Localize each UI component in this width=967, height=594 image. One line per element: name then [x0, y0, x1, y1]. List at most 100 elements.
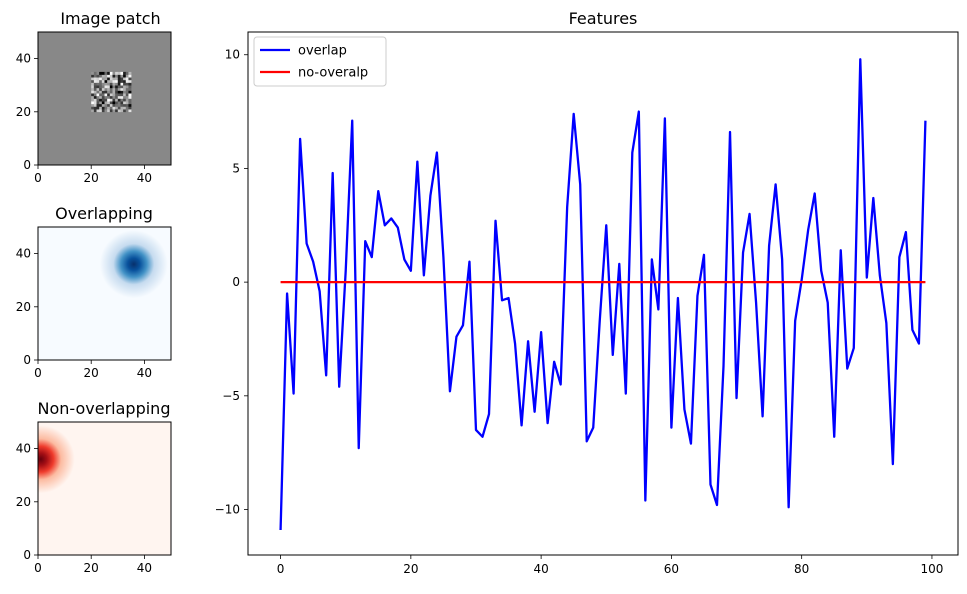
- noise-pixel: [104, 98, 108, 102]
- features-xtick-label: 40: [533, 562, 548, 576]
- features-xtick-label: 100: [920, 562, 943, 576]
- features-axes: 0 20 40 60 80 100 −10 −5 0 5 10: [215, 48, 944, 576]
- noise-pixel: [101, 85, 105, 89]
- noise-pixel: [99, 95, 103, 99]
- noise-pixel: [112, 109, 116, 113]
- noise-pixel: [104, 90, 108, 94]
- noise-pixel: [115, 106, 119, 110]
- noise-pixel: [115, 87, 119, 91]
- noise-pixel: [99, 82, 103, 86]
- noise-pixel: [125, 90, 129, 94]
- noise-pixel: [109, 87, 113, 91]
- features-title: Features: [569, 9, 638, 28]
- noise-pixel: [93, 85, 97, 89]
- noise-pixel: [120, 101, 124, 105]
- noise-pixel: [99, 74, 103, 78]
- non-overlapping-blob: [38, 425, 75, 494]
- noise-pixel: [104, 93, 108, 97]
- noise-pixel: [104, 106, 108, 110]
- noise-pixel: [99, 98, 103, 102]
- image-patch-ytick-label: 40: [16, 52, 31, 66]
- noise-pixel: [112, 77, 116, 81]
- image-patch-xtick-label: 20: [84, 171, 99, 185]
- overlapping-frame: [37, 226, 172, 361]
- noise-pixel: [115, 77, 119, 81]
- noise-pixel: [117, 77, 121, 81]
- noise-pixel: [91, 90, 95, 94]
- noise-pixel: [93, 74, 97, 78]
- noise-pixel: [107, 106, 111, 110]
- noise-pixel: [99, 85, 103, 89]
- noise-region: [91, 71, 132, 113]
- noise-pixel: [96, 74, 100, 78]
- noise-pixel: [96, 79, 100, 83]
- noise-pixel: [101, 79, 105, 83]
- noise-pixel: [101, 90, 105, 94]
- noise-pixel: [101, 77, 105, 81]
- noise-pixel: [104, 79, 108, 83]
- noise-pixel: [101, 74, 105, 78]
- noise-pixel: [123, 71, 127, 75]
- legend-label-overlap: overlap: [298, 44, 347, 59]
- noise-pixel: [101, 103, 105, 107]
- noise-pixel: [99, 79, 103, 83]
- noise-pixel: [99, 77, 103, 81]
- noise-pixel: [123, 82, 127, 86]
- noise-pixel: [112, 93, 116, 97]
- noise-pixel: [125, 85, 129, 89]
- noise-pixel: [120, 109, 124, 113]
- noise-pixel: [123, 109, 127, 113]
- noise-pixel: [96, 87, 100, 91]
- noise-pixel: [96, 98, 100, 102]
- noise-pixel: [93, 98, 97, 102]
- noise-pixel: [96, 106, 100, 110]
- overlapping-axes: 0 20 40 0 20 40: [16, 247, 152, 380]
- noise-pixel: [115, 98, 119, 102]
- noise-pixel: [107, 85, 111, 89]
- noise-pixel: [107, 95, 111, 99]
- noise-pixel: [107, 87, 111, 91]
- noise-pixel: [125, 71, 129, 75]
- non-overlapping-title: Non-overlapping: [38, 399, 171, 418]
- noise-pixel: [112, 98, 116, 102]
- image-patch-frame: [37, 31, 172, 166]
- noise-pixel: [109, 109, 113, 113]
- noise-pixel: [125, 74, 129, 78]
- noise-pixel: [120, 85, 124, 89]
- noise-pixel: [115, 82, 119, 86]
- overlapping-xtick-label: 40: [137, 366, 152, 380]
- noise-pixel: [128, 79, 132, 83]
- noise-pixel: [123, 106, 127, 110]
- overlapping-ytick-label: 0: [23, 353, 31, 367]
- noise-pixel: [96, 103, 100, 107]
- overlapping-blob: [99, 230, 168, 299]
- noise-pixel: [125, 103, 129, 107]
- noise-pixel: [112, 71, 116, 75]
- noise-pixel: [125, 98, 129, 102]
- noise-pixel: [123, 103, 127, 107]
- noise-pixel: [91, 74, 95, 78]
- noise-pixel: [109, 77, 113, 81]
- noise-pixel: [128, 71, 132, 75]
- noise-pixel: [120, 71, 124, 75]
- noise-pixel: [96, 95, 100, 99]
- noise-pixel: [93, 71, 97, 75]
- noise-pixel: [93, 77, 97, 81]
- noise-pixel: [104, 101, 108, 105]
- noise-pixel: [93, 103, 97, 107]
- noise-pixel: [99, 106, 103, 110]
- noise-pixel: [128, 87, 132, 91]
- noise-pixel: [96, 101, 100, 105]
- noise-pixel: [93, 106, 97, 110]
- noise-pixel: [107, 98, 111, 102]
- noise-pixel: [91, 101, 95, 105]
- noise-pixel: [112, 82, 116, 86]
- overlapping-subplot: Overlapping 0 20 40 0 20 40: [16, 204, 172, 380]
- overlapping-xtick-label: 0: [34, 366, 42, 380]
- features-ytick-label: 0: [232, 275, 240, 289]
- noise-pixel: [117, 106, 121, 110]
- noise-pixel: [117, 71, 121, 75]
- noise-pixel: [123, 101, 127, 105]
- noise-pixel: [128, 93, 132, 97]
- image-patch-xtick-label: 0: [34, 171, 42, 185]
